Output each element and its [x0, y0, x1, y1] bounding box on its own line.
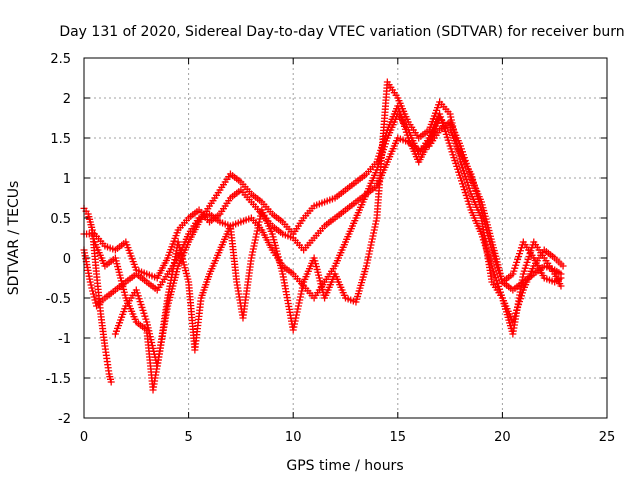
data-point	[292, 311, 300, 319]
data-point	[369, 232, 377, 240]
y-tick-label: -2	[58, 412, 71, 427]
data-point	[297, 290, 305, 298]
y-tick-label: 0.5	[50, 212, 71, 227]
x-tick-label: 10	[285, 430, 302, 445]
data-point	[254, 224, 262, 232]
data-point	[91, 296, 99, 304]
series-track-1	[80, 204, 115, 386]
data-point	[447, 116, 455, 124]
data-point	[252, 233, 260, 241]
x-tick-label: 15	[390, 430, 407, 445]
plot-frame	[83, 57, 608, 419]
data-point	[557, 282, 565, 290]
data-point	[363, 259, 371, 267]
data-point	[294, 305, 302, 313]
data-point	[107, 378, 115, 386]
data-point	[249, 248, 257, 256]
y-tick-label: -0.5	[46, 292, 71, 307]
data-point	[87, 281, 95, 289]
data-point	[292, 314, 300, 322]
data-point	[365, 250, 373, 258]
data-point	[370, 226, 378, 234]
y-tick-labels: -2 -1.5 -1 -0.5 0 0.5 1 1.5 2 2.5	[46, 52, 71, 427]
data-points	[80, 78, 567, 394]
data-point	[255, 218, 263, 226]
series-track-2	[80, 118, 565, 294]
data-point	[298, 284, 306, 292]
data-point	[447, 113, 455, 121]
axis-ticks	[83, 57, 608, 419]
data-point	[449, 122, 457, 130]
chart-title: Day 131 of 2020, Sidereal Day-to-day VTE…	[59, 24, 624, 40]
data-point	[368, 235, 376, 243]
data-point	[251, 239, 259, 247]
data-point	[372, 220, 380, 228]
series-track-5	[111, 102, 565, 370]
data-point	[366, 247, 374, 255]
data-point	[371, 223, 379, 231]
y-tick-label: 1.5	[50, 132, 71, 147]
data-point	[250, 242, 258, 250]
data-point	[370, 229, 378, 237]
data-point	[372, 217, 380, 225]
data-point	[298, 287, 306, 295]
data-point	[559, 262, 567, 270]
data-point	[294, 302, 302, 310]
x-axis-label: GPS time / hours	[286, 458, 403, 474]
data-point	[368, 238, 376, 246]
data-point	[290, 323, 298, 331]
grid	[84, 58, 607, 418]
data-point	[90, 293, 98, 301]
data-point	[89, 290, 97, 298]
data-point	[249, 245, 257, 253]
data-point	[89, 287, 97, 295]
y-tick-label: 1	[63, 172, 71, 187]
data-point	[251, 236, 259, 244]
data-point	[366, 244, 374, 252]
y-tick-label: 2	[63, 92, 71, 107]
data-point	[364, 256, 372, 264]
data-point	[557, 274, 565, 282]
x-tick-labels: 0 5 10 15 20 25	[80, 430, 615, 445]
data-point	[293, 308, 301, 316]
data-point	[296, 293, 304, 301]
data-point	[291, 320, 299, 328]
x-tick-label: 20	[494, 430, 511, 445]
data-point	[362, 262, 370, 270]
data-point	[446, 110, 454, 118]
y-tick-label: -1	[58, 332, 71, 347]
data-point	[255, 221, 263, 229]
y-tick-label: 0	[63, 252, 71, 267]
x-tick-label: 0	[80, 430, 88, 445]
data-point	[289, 326, 297, 334]
data-point	[88, 284, 96, 292]
x-tick-label: 25	[599, 430, 616, 445]
data-point	[253, 230, 261, 238]
data-point	[86, 278, 94, 286]
data-point	[299, 281, 307, 289]
data-point	[367, 241, 375, 249]
x-tick-label: 5	[184, 430, 192, 445]
data-point	[247, 254, 255, 262]
data-point	[291, 317, 299, 325]
series-track-4	[90, 78, 565, 394]
data-point	[364, 253, 372, 261]
data-point	[295, 299, 303, 307]
data-point	[256, 215, 264, 223]
y-axis-label: SDTVAR / TECUs	[6, 181, 22, 296]
data-point	[248, 251, 256, 259]
y-tick-label: -1.5	[46, 372, 71, 387]
y-tick-label: 2.5	[50, 52, 71, 67]
data-point	[449, 125, 457, 133]
data-point	[296, 296, 304, 304]
data-point	[448, 119, 456, 127]
data-point	[253, 227, 261, 235]
